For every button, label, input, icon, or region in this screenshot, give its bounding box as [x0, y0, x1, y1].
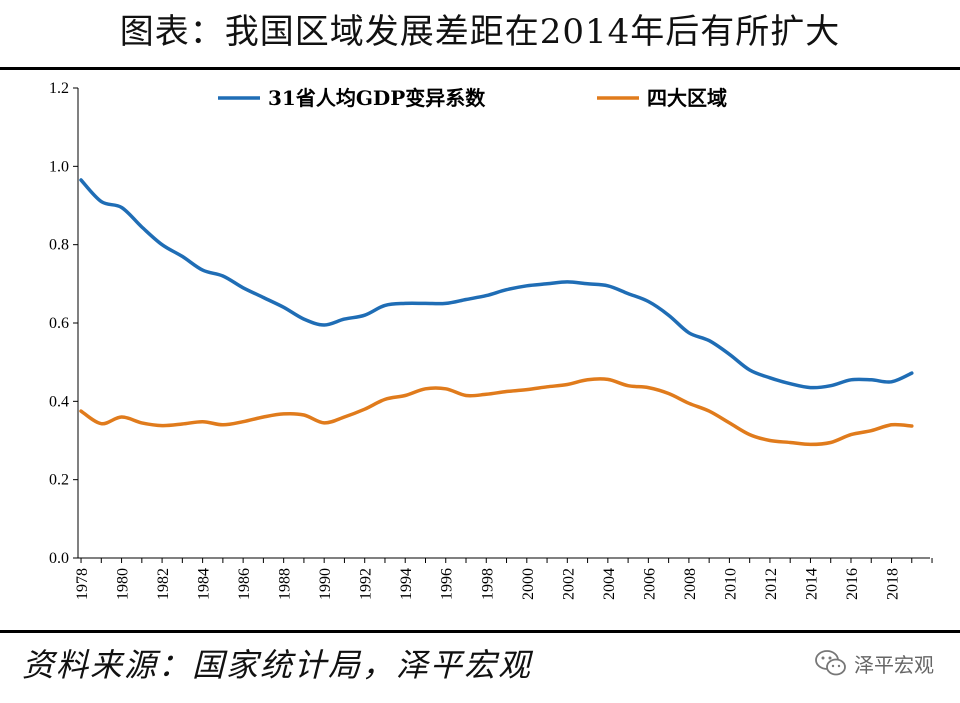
x-tick-label: 2008: [682, 568, 699, 600]
x-tick-label: 1990: [317, 568, 334, 600]
x-tick-label: 1980: [115, 568, 132, 600]
y-tick-label: 1.2: [49, 80, 69, 97]
series-line-1: [79, 178, 914, 390]
x-tick-label: 2010: [722, 568, 739, 600]
x-tick-label: 2018: [885, 568, 902, 600]
x-tick-label: 1996: [439, 568, 456, 600]
chart-title: 图表：我国区域发展差距在2014年后有所扩大: [119, 12, 841, 52]
x-tick-label: 1978: [74, 568, 91, 600]
x-tick-label: 1998: [479, 568, 496, 600]
y-tick-label: 0.6: [49, 315, 69, 332]
x-tick-label: 2004: [601, 568, 618, 600]
legend-label-2: 四大区域: [647, 86, 727, 110]
top-rule: [0, 67, 960, 70]
line-chart: 0.0 0.2 0.4 0.6 0.8 1.0 1.2 1978 1980 1982 1984 198…: [49, 80, 933, 600]
legend-label-1: 31省人均GDP变异系数: [268, 86, 486, 110]
x-tick-label: 1982: [155, 568, 172, 600]
x-tick-label: 2012: [763, 568, 780, 600]
y-tick-label: 0.4: [49, 393, 69, 410]
x-tick-label: 1994: [398, 568, 415, 600]
x-tick-label: 1988: [277, 568, 294, 600]
x-tick-label: 2016: [844, 568, 861, 600]
y-tick-label: 0.0: [49, 550, 69, 567]
x-tick-label: 2014: [803, 568, 820, 600]
y-tick-label: 0.8: [49, 237, 69, 254]
y-tick-label: 1.0: [49, 158, 69, 175]
x-tick-label: 1992: [358, 568, 375, 600]
bottom-rule: [0, 630, 960, 633]
source-note: 资料来源：国家统计局，泽平宏观: [22, 646, 533, 684]
y-tick-label: 0.2: [49, 472, 69, 489]
x-tick-label: 2002: [560, 568, 577, 600]
series-line-2: [79, 377, 914, 447]
x-tick-label: 1984: [196, 568, 213, 600]
x-tick-label: 1986: [236, 568, 253, 600]
watermark-text: 泽平宏观: [854, 652, 934, 677]
watermark: 泽平宏观: [814, 648, 934, 678]
x-tick-label: 2000: [520, 568, 537, 600]
wechat-icon: [815, 650, 846, 676]
x-tick-label: 2006: [641, 568, 658, 600]
